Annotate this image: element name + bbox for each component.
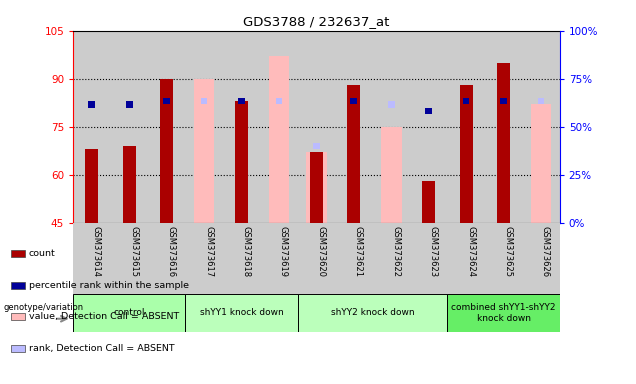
Bar	[148, 223, 186, 294]
Bar	[275, 98, 282, 104]
Text: GSM373617: GSM373617	[204, 226, 213, 277]
Bar	[530, 104, 551, 223]
Bar	[313, 143, 320, 149]
Bar	[522, 31, 560, 223]
Bar	[160, 79, 173, 223]
Text: GSM373619: GSM373619	[279, 226, 288, 277]
Bar	[148, 31, 186, 223]
Bar	[350, 98, 357, 104]
Text: percentile rank within the sample: percentile rank within the sample	[29, 281, 189, 290]
Bar	[123, 146, 136, 223]
Bar	[235, 101, 248, 223]
Text: GSM373624: GSM373624	[466, 226, 475, 277]
Bar	[268, 56, 289, 223]
Bar	[260, 31, 298, 223]
Bar	[425, 108, 432, 114]
Text: GSM373621: GSM373621	[354, 226, 363, 277]
Text: shYY1 knock down: shYY1 knock down	[200, 308, 284, 318]
Title: GDS3788 / 232637_at: GDS3788 / 232637_at	[243, 15, 390, 28]
Bar	[11, 281, 25, 289]
Text: GSM373623: GSM373623	[429, 226, 438, 277]
Text: GSM373614: GSM373614	[92, 226, 101, 277]
Bar	[410, 223, 447, 294]
Bar	[335, 31, 373, 223]
Text: rank, Detection Call = ABSENT: rank, Detection Call = ABSENT	[29, 344, 174, 353]
Bar	[422, 181, 435, 223]
Bar	[73, 294, 186, 332]
Bar	[85, 149, 99, 223]
Bar	[310, 152, 323, 223]
Bar	[347, 85, 361, 223]
Bar	[460, 85, 473, 223]
Bar	[163, 98, 170, 104]
Text: GSM373626: GSM373626	[541, 226, 550, 277]
Text: genotype/variation: genotype/variation	[4, 303, 84, 312]
Bar	[11, 345, 25, 352]
Bar	[223, 223, 260, 294]
Bar	[88, 101, 95, 108]
Bar	[11, 250, 25, 257]
Bar	[447, 31, 485, 223]
Text: GSM373620: GSM373620	[317, 226, 326, 277]
Bar	[111, 223, 148, 294]
Bar	[73, 223, 111, 294]
Bar	[238, 98, 245, 104]
Bar	[522, 223, 560, 294]
Text: GSM373618: GSM373618	[242, 226, 251, 277]
Bar	[194, 79, 214, 223]
Bar	[381, 127, 401, 223]
Bar	[447, 294, 560, 332]
Bar	[201, 98, 207, 104]
Bar	[306, 152, 327, 223]
Text: GSM373622: GSM373622	[391, 226, 400, 277]
Text: shYY2 knock down: shYY2 knock down	[331, 308, 415, 318]
Bar	[463, 98, 469, 104]
Bar	[298, 294, 447, 332]
Bar	[485, 31, 522, 223]
Bar	[260, 223, 298, 294]
Bar	[186, 294, 298, 332]
Bar	[186, 223, 223, 294]
Bar	[298, 31, 335, 223]
Bar	[388, 101, 394, 108]
Bar	[298, 223, 335, 294]
Bar	[126, 101, 133, 108]
Bar	[500, 98, 507, 104]
Bar	[410, 31, 447, 223]
Bar	[497, 63, 510, 223]
Text: control: control	[114, 308, 145, 318]
Bar	[537, 98, 544, 104]
Bar	[447, 223, 485, 294]
Bar	[73, 31, 111, 223]
Bar	[223, 31, 260, 223]
Bar	[186, 31, 223, 223]
Bar	[537, 98, 544, 104]
Text: GSM373625: GSM373625	[504, 226, 513, 277]
Bar	[388, 101, 394, 108]
Bar	[111, 31, 148, 223]
Text: GSM373615: GSM373615	[129, 226, 138, 277]
Text: value, Detection Call = ABSENT: value, Detection Call = ABSENT	[29, 312, 179, 321]
Bar	[373, 223, 410, 294]
Bar	[11, 313, 25, 320]
Bar	[373, 31, 410, 223]
Text: count: count	[29, 249, 55, 258]
Text: combined shYY1-shYY2
knock down: combined shYY1-shYY2 knock down	[452, 303, 556, 323]
Text: GSM373616: GSM373616	[167, 226, 176, 277]
Bar	[485, 223, 522, 294]
Bar	[335, 223, 373, 294]
